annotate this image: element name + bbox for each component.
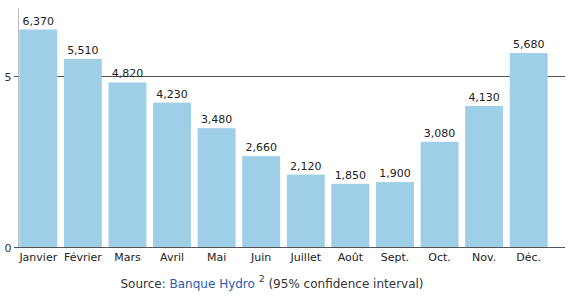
bars — [19, 30, 547, 247]
source: Source: Banque Hydro2 (95% confidence in… — [120, 274, 423, 291]
bar — [510, 53, 548, 247]
source-prefix: Source: — [120, 277, 169, 291]
tick-label: 5 — [5, 71, 12, 84]
category-label: Août — [338, 251, 364, 264]
data-label: 2,120 — [290, 160, 322, 173]
tick-label: 0 — [5, 242, 12, 255]
bar — [153, 103, 191, 247]
category-label: Avril — [160, 251, 184, 264]
data-label: 3,080 — [424, 127, 456, 140]
category-label: Janvier — [18, 251, 57, 264]
bar — [109, 82, 147, 247]
bar — [376, 182, 414, 247]
grid-line — [18, 247, 565, 248]
y-axis-line — [18, 8, 19, 247]
category-label: Nov. — [472, 251, 496, 264]
data-label: 5,680 — [513, 38, 545, 51]
bar — [198, 128, 236, 247]
bar — [421, 142, 459, 247]
data-label: 2,660 — [245, 141, 277, 154]
data-label: 1,900 — [379, 167, 411, 180]
data-label: 4,820 — [112, 67, 144, 80]
bar — [242, 156, 280, 247]
tick-mark — [14, 247, 18, 248]
data-label: 4,130 — [468, 91, 500, 104]
data-label: 6,370 — [23, 15, 55, 28]
chart: 0 5 6,370 5,510 4,820 4,230 3,480 2,660 2,120 1,8… — [0, 0, 577, 296]
bar — [19, 30, 57, 247]
bar — [64, 59, 102, 247]
bar — [287, 175, 325, 247]
category-label: Février — [64, 251, 102, 264]
data-label: 5,510 — [67, 44, 99, 57]
source-link[interactable]: Banque Hydro — [170, 277, 255, 291]
source-suffix: (95% confidence interval) — [265, 277, 424, 291]
category-label: Sept. — [381, 251, 410, 264]
category-label: Mai — [207, 251, 226, 264]
bar — [331, 184, 369, 247]
category-label: Juillet — [290, 251, 322, 264]
data-label: 4,230 — [156, 88, 188, 101]
data-label: 1,850 — [335, 169, 367, 182]
category-label: Juin — [250, 251, 271, 264]
category-label: Oct. — [428, 251, 451, 264]
tick-mark — [14, 76, 18, 77]
category-label: Déc. — [516, 251, 541, 264]
category-label: Mars — [114, 251, 141, 264]
data-label: 3,480 — [201, 113, 233, 126]
bar — [465, 106, 503, 247]
